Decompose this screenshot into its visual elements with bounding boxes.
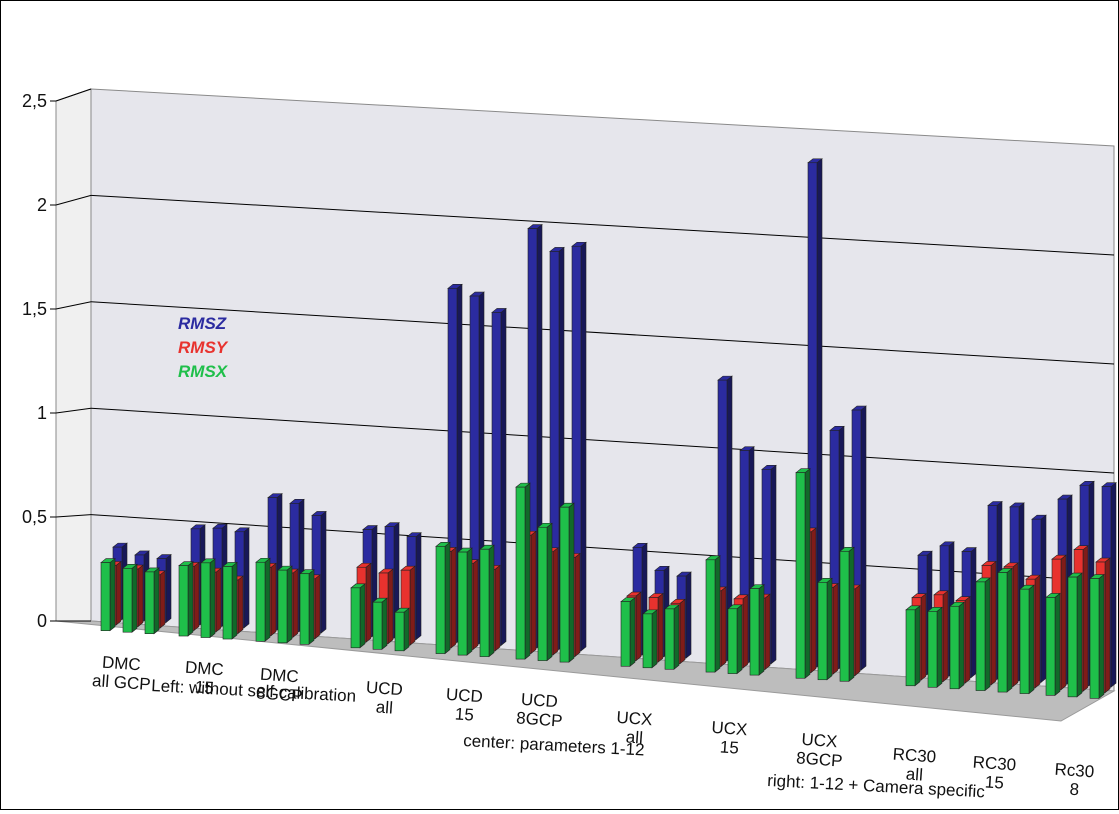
- bar-rmsx: [372, 597, 388, 650]
- bar-rmsx: [817, 577, 833, 681]
- bar-rmsx: [559, 502, 575, 663]
- bar-rmsx: [795, 468, 811, 679]
- bar-rmsx: [664, 604, 680, 670]
- gridline-wall: [55, 407, 92, 414]
- bar-rmsx: [949, 601, 965, 690]
- category-label: DMC: [101, 653, 141, 675]
- category-label: DMC: [184, 658, 224, 680]
- bar-rmsx: [1045, 592, 1061, 696]
- bar-rmsz: [807, 158, 823, 668]
- bar-rmsx: [479, 544, 495, 658]
- group-label-center: center: parameters 1-12: [463, 731, 645, 759]
- bar-rmsx: [839, 546, 855, 682]
- bar-rmsx: [727, 604, 743, 675]
- category-label: UCD: [365, 678, 403, 700]
- category-label: all GCP: [92, 671, 152, 694]
- bar-rmsx: [1067, 572, 1083, 698]
- bar-rmsx: [620, 596, 636, 667]
- category-label: DMC: [259, 665, 299, 687]
- gridline-wall: [55, 301, 92, 310]
- legend-entry-rmsz: RMSZ: [178, 314, 227, 333]
- legend-entry-rmsx: RMSX: [178, 362, 229, 381]
- category-label: 15: [194, 677, 214, 697]
- bar-rmsz: [851, 405, 867, 671]
- y-tick-label: 2: [37, 195, 47, 215]
- y-tick-label: 0,5: [22, 507, 47, 527]
- bar-rmsx: [299, 569, 315, 645]
- legend-entry-rmsy: RMSY: [178, 338, 229, 357]
- category-label: UCD: [445, 685, 483, 707]
- gridline: [90, 301, 1115, 365]
- bar-rmsx: [178, 561, 194, 637]
- bar-rmsx: [905, 605, 921, 687]
- category-label: all: [375, 697, 393, 717]
- bar-rmsx: [394, 607, 410, 652]
- bar-rmsx: [927, 606, 943, 688]
- bar-rmsx: [1089, 573, 1105, 699]
- bar-rmsz: [717, 375, 733, 662]
- bar-rmsx: [277, 565, 293, 644]
- category-label: Rc30: [1054, 760, 1095, 782]
- bar-rmsx: [222, 561, 238, 640]
- y-tick-label: 1: [37, 403, 47, 423]
- category-label: 8: [1069, 780, 1080, 800]
- category-label: 8GCP: [796, 748, 844, 770]
- y-tick-label: 2,5: [22, 91, 47, 111]
- group-label-right: right: 1-12 + Camera specific: [767, 771, 986, 801]
- category-label: UCX: [801, 730, 838, 751]
- bar-rmsx: [100, 557, 116, 632]
- bar-rmsx: [1019, 584, 1035, 695]
- bar-rmsx: [515, 482, 531, 660]
- gridline-wall: [55, 194, 92, 206]
- gridline-wall: [55, 88, 92, 102]
- gridline: [90, 194, 1115, 256]
- category-label: RC30: [972, 753, 1017, 775]
- bar-rmsx: [975, 577, 991, 692]
- group-label-left: Left: without self calibration: [151, 676, 357, 706]
- bar-rmsx: [537, 522, 553, 662]
- bar-rmsx: [255, 557, 271, 642]
- category-label: 15: [454, 704, 474, 724]
- bar-rmsz: [571, 241, 587, 652]
- gridline-wall: [55, 514, 92, 518]
- bar-rmsx: [435, 541, 451, 655]
- bar-rmsx: [642, 609, 658, 669]
- bar-rmsx: [997, 567, 1013, 693]
- bar-rmsx: [457, 547, 473, 656]
- category-label: 8GCP: [256, 683, 304, 705]
- category-label: UCX: [711, 718, 748, 739]
- category-label: all: [625, 727, 643, 747]
- bar-rmsx: [122, 563, 138, 633]
- y-tick-label: 1,5: [22, 299, 47, 319]
- bar-rmsx: [705, 555, 721, 673]
- bar-rmsy: [400, 565, 416, 646]
- bar-rmsz: [491, 307, 507, 647]
- bar-rmsx: [350, 583, 366, 649]
- category-label: 15: [984, 772, 1004, 792]
- y-tick-label: 0: [37, 611, 47, 631]
- category-label: UCX: [616, 708, 653, 729]
- bar-rmsx: [749, 584, 765, 676]
- category-label: UCD: [520, 690, 558, 712]
- category-label: RC30: [892, 745, 937, 767]
- chart-legend: RMSZ RMSY RMSX: [178, 314, 229, 381]
- category-label: all: [905, 764, 923, 784]
- category-label: 8GCP: [516, 708, 564, 730]
- gridline: [90, 407, 1115, 474]
- bar-rmsx: [200, 558, 216, 639]
- category-label: 15: [719, 737, 739, 757]
- bar-rmsx: [144, 567, 160, 635]
- chart-left-wall: [55, 88, 92, 622]
